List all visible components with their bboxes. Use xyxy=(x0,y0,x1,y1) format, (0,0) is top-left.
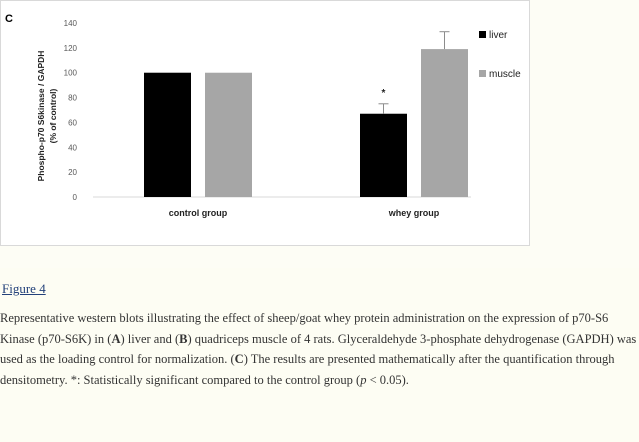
legend-swatch-liver xyxy=(479,31,486,38)
caption-p-italic: p xyxy=(360,372,367,387)
y-axis-title: (% of control) xyxy=(48,88,58,143)
y-tick-label: 40 xyxy=(68,143,77,152)
x-category-label: control group xyxy=(169,208,228,218)
figure-4-link[interactable]: Figure 4 xyxy=(2,281,46,296)
caption-part-1: Representative western blots illustratin… xyxy=(0,311,609,346)
figure-panel: C 0 20 40 60 80 100 120 140 Phospho-p70 S6kinase… xyxy=(0,0,530,246)
bar-liver-0 xyxy=(144,72,191,197)
caption-part-3: ) quadriceps muscle of 4 rats. Glycerald… xyxy=(0,331,637,367)
figure-caption: Representative western blots illustratin… xyxy=(0,308,639,390)
y-tick-label: 60 xyxy=(68,118,77,127)
y-tick-label: 100 xyxy=(64,69,78,78)
legend-label-liver: liver xyxy=(489,30,508,41)
legend-label-muscle: muscle xyxy=(489,69,521,80)
y-tick-label: 140 xyxy=(64,19,78,28)
caption-part-4: ) The results are presented mathematical… xyxy=(0,352,615,387)
legend-swatch-muscle xyxy=(479,70,486,77)
caption-part-2: ) liver and ( xyxy=(120,331,180,346)
bar-liver-1 xyxy=(360,113,407,197)
y-tick-label: 20 xyxy=(68,168,77,177)
x-category-label: whey group xyxy=(388,208,440,218)
bar-muscle-0 xyxy=(205,72,252,197)
chart-frame: C 0 20 40 60 80 100 120 140 Phospho-p70 S6kinase… xyxy=(0,0,530,246)
y-axis-title: Phospho-p70 S6kinase / GAPDH xyxy=(36,51,46,182)
caption-part-5: < 0.05). xyxy=(366,372,409,387)
y-tick-label: 0 xyxy=(73,193,78,202)
caption-bold-c: C xyxy=(234,352,244,366)
panel-label: C xyxy=(5,13,13,25)
significance-marker: * xyxy=(382,88,386,99)
y-tick-label: 80 xyxy=(68,94,77,103)
bar-chart: 0 20 40 60 80 100 120 140 Phospho-p70 S6kinase /… xyxy=(36,19,521,218)
y-tick-label: 120 xyxy=(64,44,78,53)
caption-bold-a: A xyxy=(111,331,121,346)
caption-bold-b: B xyxy=(179,331,188,346)
bar-muscle-1 xyxy=(421,49,468,197)
figure-caption-area: Figure 4 Representative western blots il… xyxy=(0,280,639,390)
